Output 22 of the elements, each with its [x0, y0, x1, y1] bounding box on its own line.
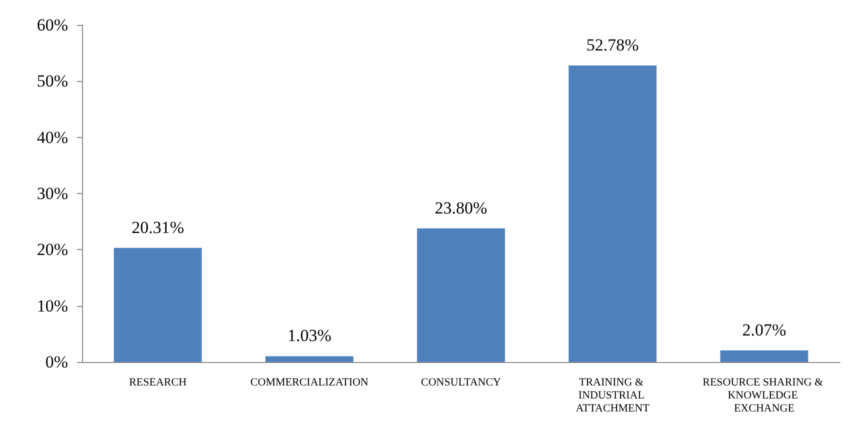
- bar: [114, 248, 202, 362]
- data-label: 20.31%: [132, 218, 184, 237]
- data-label: 23.80%: [434, 198, 488, 218]
- x-tick-label: TRAINING & INDUSTRIAL ATTACHMENT: [576, 376, 650, 414]
- x-tick-label: CONSULTANCY: [420, 376, 502, 388]
- y-tick-label: 30%: [36, 184, 68, 203]
- y-tick-label: 10%: [36, 296, 68, 316]
- y-tick-label: 40%: [36, 128, 68, 147]
- bar: [720, 350, 808, 362]
- y-tick-label: 0%: [45, 352, 68, 372]
- data-label: 2.07%: [742, 320, 786, 340]
- bar: [568, 66, 657, 362]
- bar: [265, 356, 354, 362]
- data-label: 1.03%: [287, 326, 332, 346]
- bar: [417, 228, 505, 362]
- data-label: 52.78%: [586, 36, 639, 55]
- x-tick-label: RESEARCH: [129, 376, 187, 388]
- y-tick-label: 20%: [36, 240, 68, 260]
- y-tick-label: 50%: [36, 72, 68, 91]
- x-tick-label: RESOURCE SHARING & KNOWLEDGE EXCHANGE: [702, 376, 826, 414]
- y-tick-label: 60%: [36, 16, 68, 34]
- x-tick-label: COMMERCIALIZATION: [250, 376, 368, 388]
